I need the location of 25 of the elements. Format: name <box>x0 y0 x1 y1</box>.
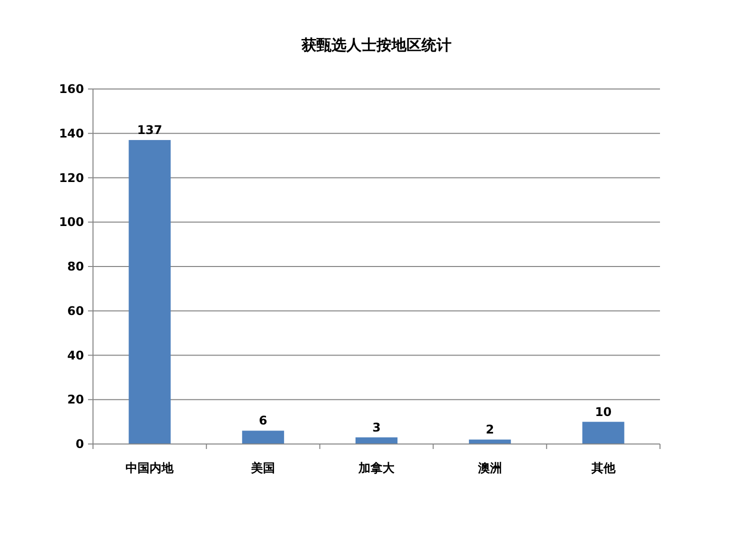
x-tick-label: 澳洲 <box>476 461 502 475</box>
data-label: 3 <box>372 420 381 434</box>
y-tick-label: 160 <box>58 82 84 96</box>
x-tick-label: 美国 <box>250 461 276 475</box>
y-tick-label: 100 <box>58 215 84 230</box>
x-tick-label: 其他 <box>590 461 616 475</box>
bar <box>356 437 398 444</box>
data-label: 6 <box>258 414 268 428</box>
y-tick-label: 80 <box>67 260 84 274</box>
y-tick-label: 0 <box>76 437 84 451</box>
x-tick-label: 中国内地 <box>126 461 175 475</box>
y-tick-label: 140 <box>58 126 84 140</box>
data-label: 2 <box>486 422 494 437</box>
bar <box>242 430 284 444</box>
chart-title: 获甄选人士按地区统计 <box>300 36 452 54</box>
bar <box>468 440 511 444</box>
y-tick-label: 60 <box>67 304 84 318</box>
bar <box>128 140 171 444</box>
y-tick-label: 40 <box>67 348 84 362</box>
y-tick-label: 120 <box>58 170 84 185</box>
x-tick-label: 加拿大 <box>358 461 396 475</box>
data-label: 137 <box>137 123 162 138</box>
y-tick-label: 20 <box>67 392 84 407</box>
data-label: 10 <box>594 404 612 419</box>
bar <box>582 422 624 444</box>
